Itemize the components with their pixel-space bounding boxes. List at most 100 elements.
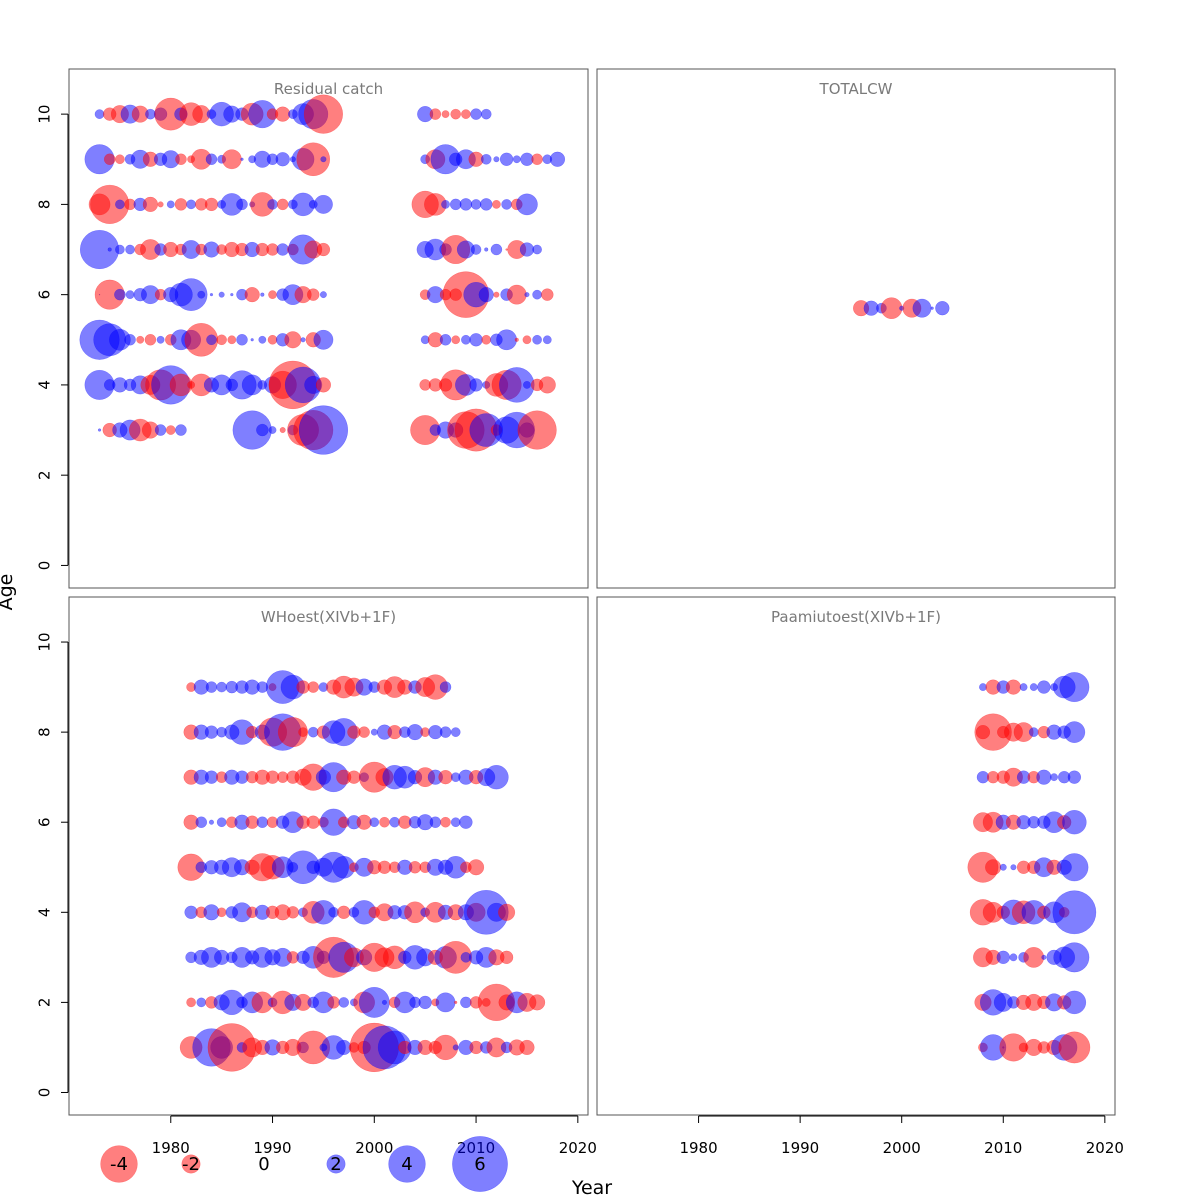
bubble — [347, 770, 361, 784]
bubble — [441, 110, 450, 119]
legend-label: 4 — [401, 1154, 412, 1175]
bubble — [519, 1039, 535, 1056]
bubble — [186, 199, 196, 210]
bubble — [439, 726, 452, 738]
bubble — [313, 194, 333, 214]
bubble — [429, 816, 442, 828]
bubble — [358, 726, 370, 738]
bubble — [499, 152, 514, 166]
bubble — [1067, 770, 1082, 784]
bubble — [439, 681, 452, 693]
bubble — [538, 376, 556, 394]
bubble — [459, 198, 473, 211]
bubble — [532, 289, 542, 300]
legend-label: 6 — [474, 1154, 485, 1175]
bubble — [196, 997, 207, 1008]
bubble — [880, 297, 903, 320]
bubble — [157, 201, 164, 208]
bubble — [512, 155, 521, 164]
bubble — [307, 681, 320, 693]
bubble — [480, 153, 492, 165]
bubble — [454, 1000, 458, 1005]
bubble — [469, 333, 483, 347]
bubble — [208, 819, 215, 825]
bubble — [205, 681, 218, 693]
bubble — [260, 292, 265, 297]
bubble — [370, 728, 378, 736]
bubble — [1058, 1031, 1091, 1064]
panels: Residual catch TOTALCW WHoest(XIVb+1F) Paam… — [68, 68, 1116, 1116]
y-tick-label: 4 — [36, 908, 54, 918]
bubble — [154, 424, 167, 436]
bubble — [379, 816, 390, 828]
bubble — [450, 727, 461, 737]
legend-bubble — [388, 1145, 426, 1183]
bubble — [498, 903, 516, 921]
bubble — [438, 770, 453, 785]
bubble — [522, 335, 532, 345]
bubble — [165, 425, 176, 435]
bubble — [480, 198, 493, 211]
bubble — [999, 863, 1007, 871]
bubble — [930, 306, 934, 310]
bubble — [529, 994, 546, 1011]
x-tick-label: 2020 — [559, 1139, 597, 1157]
bubble — [451, 335, 461, 345]
bubble — [124, 334, 136, 346]
bubble — [216, 817, 227, 828]
y-tick-label: 0 — [36, 1088, 54, 1098]
bubble — [256, 816, 269, 828]
bubble — [1052, 890, 1097, 935]
bubble — [236, 198, 248, 211]
bubble — [279, 427, 286, 434]
bubble — [470, 244, 482, 255]
bubble — [94, 109, 105, 119]
bubble — [338, 997, 350, 1008]
bubble — [514, 337, 519, 342]
bubble — [516, 193, 538, 216]
bubble — [505, 248, 508, 251]
bubble — [205, 153, 218, 166]
bubble — [256, 423, 269, 437]
bubble — [267, 199, 278, 210]
bubble — [136, 335, 145, 344]
bubble — [258, 335, 267, 344]
bubble — [369, 817, 380, 828]
x-tick-label: 1980 — [679, 1139, 717, 1157]
bubble — [286, 906, 300, 919]
y-tick-label: 6 — [36, 290, 54, 300]
y-axis-3: 0 2 4 6 8 10 — [36, 632, 69, 1097]
bubble — [493, 291, 500, 298]
legend-label: 2 — [330, 1154, 341, 1175]
bubble — [1019, 683, 1028, 692]
bubble — [1037, 680, 1051, 694]
bubble — [298, 727, 308, 737]
bubble — [461, 109, 471, 119]
legend-bubble — [181, 1154, 201, 1174]
bubble — [313, 329, 334, 350]
bubble — [1029, 683, 1038, 692]
bubble — [523, 380, 531, 389]
bubble — [144, 334, 157, 346]
bubble — [1036, 769, 1052, 785]
bubble — [156, 335, 165, 344]
panel-frame — [68, 68, 589, 589]
bubble — [935, 301, 950, 316]
legend: -4 -2 0 2 4 6 — [100, 1136, 508, 1192]
bubble — [470, 199, 482, 210]
y-tick-label: 0 — [36, 561, 54, 571]
y-axis-title: Age — [0, 574, 17, 611]
bubble — [284, 331, 302, 349]
bubble — [216, 681, 227, 693]
bubble — [541, 288, 554, 301]
x-tick-label: 2010 — [984, 1139, 1022, 1157]
bubble — [250, 338, 254, 342]
panel-title: Paamiutoest(XIVb+1F) — [771, 608, 941, 626]
bubble — [449, 198, 462, 211]
bubble — [204, 197, 219, 212]
bubble — [206, 334, 217, 346]
panel-2: TOTALCW — [596, 68, 1116, 589]
bubble — [501, 199, 512, 210]
